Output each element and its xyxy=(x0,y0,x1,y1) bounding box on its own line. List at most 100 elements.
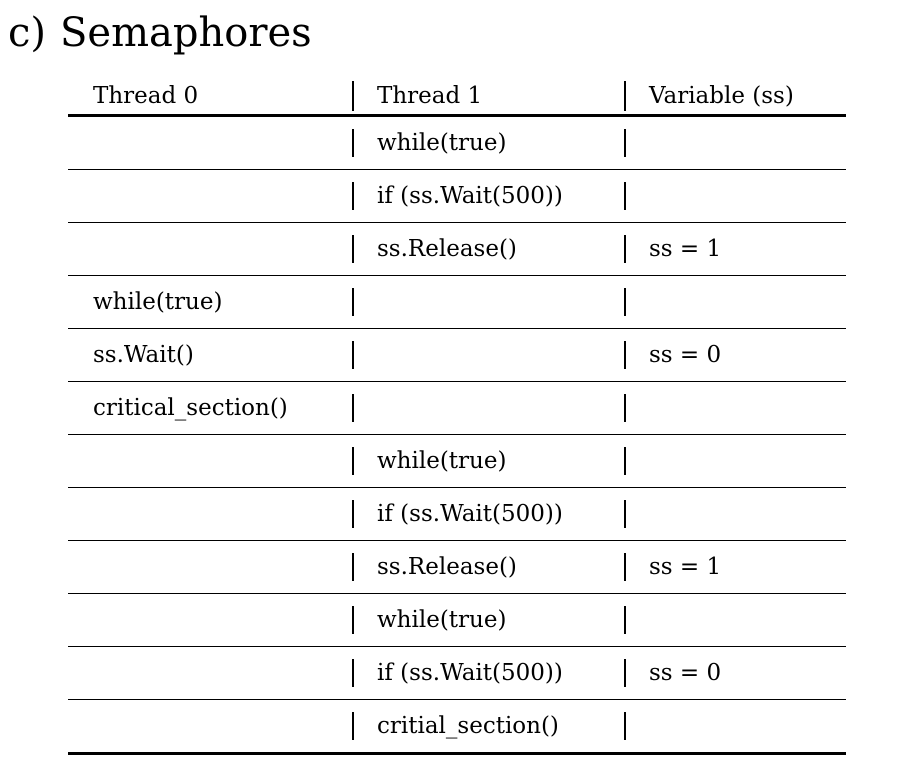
variable-ss-cell xyxy=(624,381,846,435)
thread-0-cell: ss.Wait() xyxy=(68,328,352,382)
thread-0-cell xyxy=(68,487,352,541)
column-separator xyxy=(352,288,354,316)
table-row: if (ss.Wait(500)) xyxy=(68,169,846,223)
column-separator xyxy=(624,659,626,687)
column-separator xyxy=(352,394,354,422)
thread-0-cell xyxy=(68,540,352,594)
variable-ss-cell: ss = 1 xyxy=(624,222,846,276)
cell-text: while(true) xyxy=(93,289,223,315)
column-separator xyxy=(624,235,626,263)
table-row: while(true) xyxy=(68,434,846,488)
thread-1-cell xyxy=(352,275,624,329)
column-separator xyxy=(624,182,626,210)
thread-0-cell: critical_section() xyxy=(68,381,352,435)
column-separator xyxy=(352,129,354,157)
column-separator xyxy=(624,81,626,111)
column-separator xyxy=(624,288,626,316)
table-row: while(true) xyxy=(68,116,846,170)
table-row: ss.Release() ss = 1 xyxy=(68,222,846,276)
variable-ss-cell xyxy=(624,487,846,541)
variable-ss-cell xyxy=(624,116,846,170)
thread-1-cell: if (ss.Wait(500)) xyxy=(352,169,624,223)
column-separator xyxy=(352,500,354,528)
table-row: critial_section() xyxy=(68,699,846,755)
column-separator xyxy=(352,606,354,634)
table-row: ss.Release() ss = 1 xyxy=(68,540,846,594)
section-title: Semaphores xyxy=(60,10,312,56)
header-label: Thread 0 xyxy=(93,83,199,109)
cell-text: ss = 1 xyxy=(649,554,722,580)
cell-text: while(true) xyxy=(377,448,507,474)
column-separator xyxy=(624,447,626,475)
thread-1-cell: ss.Release() xyxy=(352,222,624,276)
thread-0-cell xyxy=(68,222,352,276)
table-row: if (ss.Wait(500)) xyxy=(68,487,846,541)
column-separator xyxy=(624,129,626,157)
thread-1-cell: while(true) xyxy=(352,116,624,170)
section-heading: c) Semaphores xyxy=(8,6,312,60)
column-separator xyxy=(624,394,626,422)
cell-text: while(true) xyxy=(377,607,507,633)
cell-text: while(true) xyxy=(377,130,507,156)
variable-ss-cell xyxy=(624,699,846,755)
column-separator xyxy=(352,553,354,581)
thread-1-cell: while(true) xyxy=(352,434,624,488)
column-separator xyxy=(352,447,354,475)
thread-0-cell xyxy=(68,169,352,223)
cell-text: ss.Release() xyxy=(377,554,517,580)
column-separator xyxy=(352,659,354,687)
cell-text: ss.Release() xyxy=(377,236,517,262)
variable-ss-cell xyxy=(624,169,846,223)
column-separator xyxy=(624,500,626,528)
thread-1-cell xyxy=(352,381,624,435)
table-body: while(true) if (ss.Wait(500)) ss.Release()… xyxy=(68,116,846,755)
cell-text: critical_section() xyxy=(93,395,288,421)
column-separator xyxy=(624,341,626,369)
thread-1-cell: while(true) xyxy=(352,593,624,647)
variable-ss-cell xyxy=(624,593,846,647)
column-separator xyxy=(624,606,626,634)
header-thread-1: Thread 1 xyxy=(352,78,624,117)
header-label: Variable (ss) xyxy=(649,83,794,109)
thread-0-cell xyxy=(68,116,352,170)
thread-0-cell: while(true) xyxy=(68,275,352,329)
semaphore-trace-table-container: Thread 0 Thread 1 Variable (ss) while(tr… xyxy=(68,78,846,755)
semaphore-trace-table: Thread 0 Thread 1 Variable (ss) while(tr… xyxy=(68,78,846,755)
variable-ss-cell: ss = 0 xyxy=(624,646,846,700)
header-thread-0: Thread 0 xyxy=(68,78,352,117)
thread-1-cell: critial_section() xyxy=(352,699,624,755)
thread-1-cell: ss.Release() xyxy=(352,540,624,594)
variable-ss-cell xyxy=(624,434,846,488)
column-separator xyxy=(624,553,626,581)
table-row: if (ss.Wait(500)) ss = 0 xyxy=(68,646,846,700)
section-label: c) xyxy=(8,10,47,56)
variable-ss-cell xyxy=(624,275,846,329)
column-separator xyxy=(352,341,354,369)
cell-text: ss = 0 xyxy=(649,342,722,368)
cell-text: if (ss.Wait(500)) xyxy=(377,501,563,527)
table-row: critical_section() xyxy=(68,381,846,435)
cell-text: if (ss.Wait(500)) xyxy=(377,660,563,686)
thread-0-cell xyxy=(68,593,352,647)
thread-1-cell xyxy=(352,328,624,382)
table-header-row: Thread 0 Thread 1 Variable (ss) xyxy=(68,78,846,117)
column-separator xyxy=(352,81,354,111)
header-label: Thread 1 xyxy=(377,83,483,109)
column-separator xyxy=(352,712,354,740)
cell-text: critial_section() xyxy=(377,713,559,739)
cell-text: if (ss.Wait(500)) xyxy=(377,183,563,209)
thread-1-cell: if (ss.Wait(500)) xyxy=(352,487,624,541)
variable-ss-cell: ss = 1 xyxy=(624,540,846,594)
table-row: while(true) xyxy=(68,593,846,647)
thread-0-cell xyxy=(68,646,352,700)
table-row: ss.Wait() ss = 0 xyxy=(68,328,846,382)
cell-text: ss = 1 xyxy=(649,236,722,262)
thread-0-cell xyxy=(68,434,352,488)
thread-1-cell: if (ss.Wait(500)) xyxy=(352,646,624,700)
variable-ss-cell: ss = 0 xyxy=(624,328,846,382)
table-row: while(true) xyxy=(68,275,846,329)
header-variable-ss: Variable (ss) xyxy=(624,78,846,117)
cell-text: ss.Wait() xyxy=(93,342,194,368)
thread-0-cell xyxy=(68,699,352,755)
column-separator xyxy=(624,712,626,740)
